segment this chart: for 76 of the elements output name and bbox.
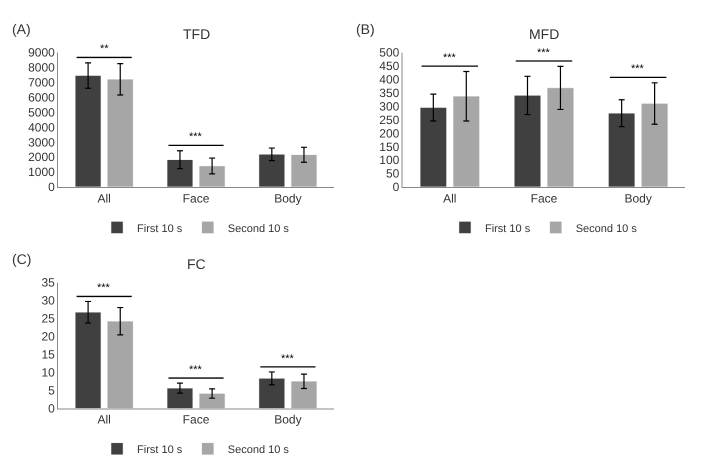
y-tick-label: 100: [379, 153, 400, 168]
bar: [452, 96, 480, 187]
annotation: ***: [189, 364, 203, 376]
bar: [166, 159, 194, 187]
legend-label: First 10 s: [137, 222, 183, 235]
x-tick-label: Body: [624, 191, 652, 206]
annotation: ***: [443, 52, 457, 64]
y-tick-label: 3000: [28, 135, 56, 150]
bar: [641, 103, 668, 187]
y-tick-label: 10: [41, 366, 56, 380]
y-tick-label: 150: [379, 140, 400, 154]
annotation: ***: [631, 63, 645, 75]
x-tick-label: Body: [274, 191, 302, 206]
annotation: ***: [281, 353, 295, 365]
y-tick-label: 9000: [28, 46, 56, 60]
bar: [74, 75, 102, 187]
legend-label: Second 10 s: [228, 444, 290, 456]
bar: [514, 95, 541, 187]
bar: [420, 107, 447, 187]
y-tick-label: 0: [392, 180, 400, 194]
text: (B): [356, 21, 375, 37]
bar: [166, 388, 194, 408]
annotation: ***: [97, 282, 111, 294]
bar: [199, 393, 226, 408]
y-tick-label: 5: [48, 383, 56, 398]
text: (A): [12, 21, 31, 37]
legend-label: Second 10 s: [228, 222, 290, 235]
y-tick-label: 200: [379, 126, 400, 140]
x-tick-label: Body: [274, 412, 302, 427]
y-tick-label: 30: [41, 294, 56, 308]
chart-title: FC: [187, 256, 206, 272]
x-tick-label: All: [443, 191, 456, 206]
y-tick-label: 0: [48, 401, 56, 416]
y-tick-label: 2000: [28, 150, 56, 164]
bar: [290, 381, 318, 408]
y-tick-label: 1000: [28, 165, 56, 180]
y-tick-label: 300: [379, 99, 400, 114]
annotation: **: [100, 43, 110, 55]
bar: [608, 112, 636, 187]
y-tick-label: 50: [386, 166, 400, 181]
bar: [258, 378, 285, 408]
y-tick-label: 450: [379, 59, 400, 74]
y-tick-label: 20: [41, 330, 56, 344]
bar: [107, 320, 134, 408]
y-tick-label: 6000: [28, 90, 56, 104]
y-tick-label: 350: [379, 86, 400, 100]
legend-label: Second 10 s: [576, 222, 638, 235]
y-tick-label: 0: [48, 180, 56, 194]
y-tick-label: 35: [41, 276, 56, 290]
y-tick-label: 8000: [28, 60, 56, 75]
y-tick-label: 5000: [28, 105, 56, 120]
bar: [290, 154, 318, 187]
bar: [199, 166, 226, 187]
bar: [74, 312, 102, 408]
x-tick-label: Face: [182, 191, 210, 206]
bar: [107, 79, 134, 187]
chart-title: MFD: [529, 26, 560, 42]
chart-title: TFD: [183, 26, 210, 42]
bar: [258, 154, 285, 187]
bar: [547, 88, 574, 187]
y-tick-label: 4000: [28, 120, 56, 134]
annotation: ***: [189, 131, 203, 143]
x-tick-label: All: [97, 412, 111, 427]
y-tick-label: 25: [41, 312, 56, 326]
y-tick-label: 500: [379, 46, 400, 60]
y-tick-label: 250: [379, 112, 400, 127]
y-tick-label: 7000: [28, 75, 56, 90]
x-tick-label: All: [97, 191, 111, 206]
x-tick-label: Face: [182, 412, 210, 427]
y-tick-label: 400: [379, 72, 400, 86]
annotation: ***: [537, 47, 551, 59]
legend-label: First 10 s: [137, 444, 183, 456]
y-tick-label: 15: [41, 348, 56, 362]
legend-label: First 10 s: [484, 222, 531, 235]
x-tick-label: Face: [530, 191, 558, 206]
text: (C): [12, 251, 32, 267]
